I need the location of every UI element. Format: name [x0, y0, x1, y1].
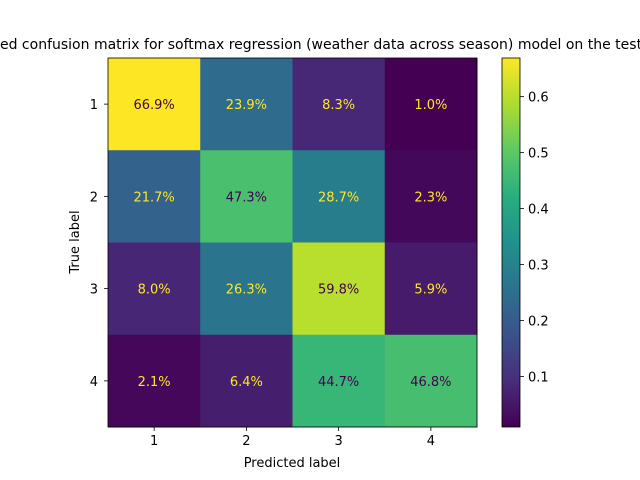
colorbar-ticks: 0.1 0.2 0.3 0.4 0.5 0.6	[520, 91, 549, 386]
x-tick-label: 4	[427, 434, 435, 449]
cell-value-label: 44.7%	[318, 375, 359, 390]
heatmap-cells	[108, 58, 478, 428]
colorbar-tick-label: 0.6	[528, 91, 549, 106]
cell-value-label: 26.3%	[226, 283, 267, 298]
chart-title: Normalized confusion matrix for softmax …	[0, 37, 640, 53]
x-tick-label: 2	[242, 434, 250, 449]
heatmap-cell	[292, 242, 386, 336]
heatmap-cell	[108, 58, 201, 151]
y-axis-ticks: 1 2 3 4	[90, 98, 108, 390]
cell-value-label: 5.9%	[414, 283, 447, 298]
cell-value-label: 59.8%	[318, 283, 359, 298]
cell-value-label: 8.3%	[322, 98, 355, 113]
cell-value-label: 47.3%	[226, 190, 267, 205]
cell-value-label: 8.0%	[138, 283, 171, 298]
heatmap-cell	[200, 150, 293, 243]
heatmap-cell	[384, 150, 478, 243]
x-axis-label: Predicted label	[244, 456, 341, 471]
colorbar-tick-label: 0.1	[528, 371, 549, 386]
cell-value-label: 28.7%	[318, 190, 359, 205]
cell-value-label: 46.8%	[410, 375, 451, 390]
cell-value-label: 66.9%	[133, 98, 174, 113]
plot-frame	[107, 57, 478, 428]
heatmap-cell	[200, 58, 293, 151]
y-tick-label: 1	[90, 98, 98, 113]
y-tick-label: 2	[90, 190, 98, 205]
heatmap-cell	[108, 242, 201, 336]
heatmap-cell	[108, 150, 201, 243]
heatmap-cell	[200, 242, 293, 336]
colorbar-tick-label: 0.3	[528, 259, 549, 274]
x-tick-label: 1	[150, 434, 158, 449]
cell-value-label: 23.9%	[226, 98, 267, 113]
y-tick-label: 4	[90, 375, 98, 390]
colorbar-tick-label: 0.2	[528, 315, 549, 330]
heatmap-cell	[292, 58, 386, 151]
heatmap-cell	[384, 58, 478, 151]
x-tick-label: 3	[334, 434, 342, 449]
cell-value-label: 2.3%	[414, 190, 447, 205]
y-axis-label: True label	[68, 210, 83, 274]
heatmap-cell	[108, 334, 201, 428]
y-tick-label: 3	[90, 283, 98, 298]
colorbar	[501, 57, 521, 428]
colorbar-tick-label: 0.4	[528, 203, 549, 218]
x-axis-ticks: 1 2 3 4	[150, 427, 435, 449]
heatmap-cell	[292, 150, 386, 243]
colorbar-tick-label: 0.5	[528, 147, 549, 162]
cell-value-label: 21.7%	[133, 190, 174, 205]
cell-value-label: 2.1%	[138, 375, 171, 390]
heatmap-cell	[384, 334, 478, 428]
heatmap-cell-labels: 66.9% 23.9% 8.3% 1.0% 21.7% 47.3% 28.7% 2.3% 8.0…	[133, 98, 451, 390]
cell-value-label: 1.0%	[414, 98, 447, 113]
heatmap-cell	[292, 334, 386, 428]
heatmap-cell	[384, 242, 478, 336]
cell-value-label: 6.4%	[230, 375, 263, 390]
heatmap-cell	[200, 334, 293, 428]
